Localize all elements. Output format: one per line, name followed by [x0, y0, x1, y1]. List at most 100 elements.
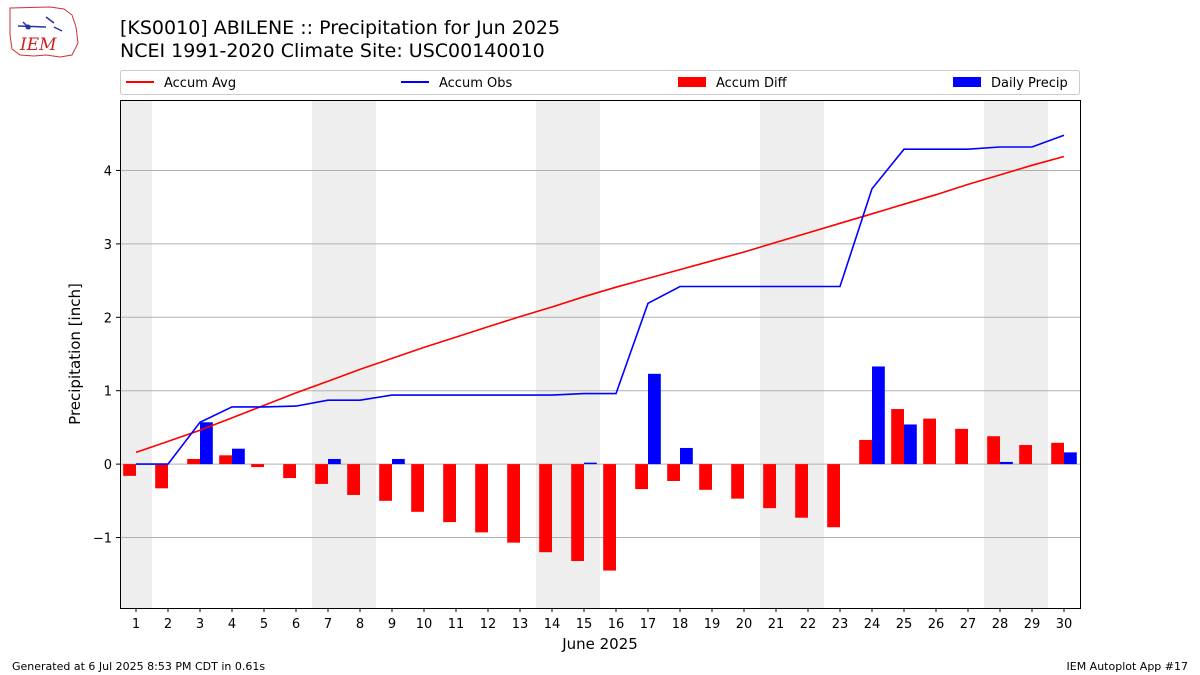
- daily-precip-bar-day-30: [1064, 452, 1077, 465]
- y-tick-label-4: 4: [104, 164, 112, 179]
- y-axis-label: Precipitation [inch]: [66, 283, 84, 425]
- daily-precip-bar-day-9: [392, 458, 405, 465]
- x-tick-label-27: 27: [960, 617, 977, 632]
- daily-precip-bar-day-17: [648, 373, 661, 465]
- y-axis-ticks: −1 0 1 2 3 4: [93, 164, 120, 547]
- accum-diff-bar-day-23: [827, 464, 840, 528]
- x-tick-label-18: 18: [672, 617, 689, 632]
- x-tick-label-22: 22: [800, 617, 817, 632]
- accum-diff-bar-day-18: [667, 464, 680, 481]
- daily-precip-bar-day-18: [680, 447, 693, 465]
- x-tick-label-23: 23: [832, 617, 849, 632]
- accum-diff-bar-day-7: [315, 464, 328, 484]
- accum-diff-bar-day-12: [475, 464, 488, 533]
- daily-precip-bar-day-4: [232, 448, 245, 465]
- x-tick-label-13: 13: [512, 617, 529, 632]
- y-tick-label-0: 0: [104, 458, 112, 473]
- accum-diff-bar-day-6: [283, 464, 296, 479]
- y-gridlines: [120, 169, 1080, 539]
- y-tick-label-2: 2: [104, 311, 112, 326]
- x-tick-label-14: 14: [544, 617, 561, 632]
- y-tick-label-3: 3: [104, 238, 112, 253]
- x-tick-label-30: 30: [1056, 617, 1073, 632]
- accum-diff-bar-day-15: [571, 464, 584, 562]
- daily-precip-bar-day-15: [584, 462, 597, 465]
- accum-diff-bar-day-9: [379, 464, 392, 501]
- x-tick-label-15: 15: [576, 617, 593, 632]
- x-tick-label-7: 7: [324, 617, 332, 632]
- weekend-shade-day-22: [792, 100, 824, 608]
- daily-precip-bar-day-7: [328, 458, 341, 465]
- accum-diff-bar-day-14: [539, 464, 552, 553]
- accum-diff-bar-day-13: [507, 464, 520, 543]
- y-tick-label-1: 1: [104, 385, 112, 400]
- daily-precip-bar-day-25: [904, 424, 917, 465]
- x-tick-label-19: 19: [704, 617, 721, 632]
- x-tick-label-29: 29: [1024, 617, 1041, 632]
- accum-diff-bar-day-24: [859, 439, 872, 465]
- plot-frame: [120, 100, 1081, 609]
- accum-obs-line: [136, 134, 1065, 465]
- x-tick-label-26: 26: [928, 617, 945, 632]
- x-tick-label-4: 4: [228, 617, 236, 632]
- accum-avg-line: [135, 155, 1065, 454]
- accum-diff-bar-day-26: [923, 418, 936, 465]
- x-tick-label-1: 1: [132, 617, 140, 632]
- x-tick-label-9: 9: [388, 617, 396, 632]
- accum-diff-bar-day-10: [411, 464, 424, 512]
- accum-diff-bar-day-3: [187, 458, 200, 465]
- daily-precip-bar-day-24: [872, 366, 885, 465]
- x-tick-label-16: 16: [608, 617, 625, 632]
- x-tick-label-28: 28: [992, 617, 1009, 632]
- accum-diff-bar-day-1: [123, 464, 136, 476]
- app-credit: IEM Autoplot App #17: [1066, 660, 1189, 673]
- x-tick-label-10: 10: [416, 617, 433, 632]
- x-tick-label-6: 6: [292, 617, 300, 632]
- accum-diff-bar-day-4: [219, 455, 232, 465]
- daily-precip-bar-day-3: [200, 422, 213, 465]
- accum-diff-bar-day-27: [955, 428, 968, 465]
- x-tick-label-11: 11: [448, 617, 465, 632]
- weekend-shade-day-29: [1016, 100, 1048, 608]
- accum-diff-bar-day-17: [635, 464, 648, 490]
- weekend-shade-day-7: [312, 100, 344, 608]
- weekend-shade-day-28: [984, 100, 1016, 608]
- x-tick-label-8: 8: [356, 617, 364, 632]
- logo-text: IEM: [19, 35, 57, 55]
- accum-diff-bar-day-5: [251, 464, 264, 468]
- x-tick-label-2: 2: [164, 617, 172, 632]
- generated-timestamp: Generated at 6 Jul 2025 8:53 PM CDT in 0…: [12, 660, 266, 673]
- x-axis-label: June 2025: [561, 635, 638, 653]
- weekend-shade-day-1: [120, 100, 152, 608]
- legend-swatch-accum-diff: [678, 77, 706, 87]
- x-tick-label-25: 25: [896, 617, 913, 632]
- accum-diff-bar-day-2: [155, 464, 168, 489]
- legend-label-accum-diff: Accum Diff: [716, 76, 788, 91]
- legend-label-daily-precip: Daily Precip: [991, 76, 1068, 91]
- legend-label-accum-avg: Accum Avg: [164, 76, 236, 91]
- x-tick-label-3: 3: [196, 617, 204, 632]
- legend-swatch-daily-precip: [953, 77, 981, 87]
- accum-diff-bar-day-22: [795, 464, 808, 518]
- chart-subtitle: NCEI 1991-2020 Climate Site: USC00140010: [120, 40, 545, 62]
- accum-diff-bar-day-30: [1051, 442, 1064, 465]
- accum-diff-bar-day-8: [347, 464, 360, 495]
- x-tick-label-20: 20: [736, 617, 753, 632]
- accum-diff-bar-day-25: [891, 409, 904, 465]
- x-axis-ticks: 1 2 3 4 5 6 7 8 9 10 11 12 13 14 15 16 17 18 19 20 21 22 23 24 2…: [132, 608, 1072, 632]
- x-tick-label-24: 24: [864, 617, 881, 632]
- legend-box: [120, 70, 1080, 95]
- chart-title: [KS0010] ABILENE :: Precipitation for Ju…: [120, 17, 561, 39]
- x-tick-label-17: 17: [640, 617, 657, 632]
- accum-diff-bar-day-28: [987, 436, 1000, 465]
- x-tick-label-5: 5: [260, 617, 268, 632]
- accum-diff-bar-day-16: [603, 464, 616, 571]
- iem-logo: IEM: [9, 6, 79, 58]
- accum-diff-bar-day-21: [763, 464, 776, 509]
- x-tick-label-21: 21: [768, 617, 785, 632]
- bar-series: [123, 366, 1077, 571]
- accum-diff-bar-day-20: [731, 464, 744, 499]
- legend: Accum Avg Accum Obs Accum Diff Daily Precip: [120, 70, 1080, 95]
- line-series: [135, 134, 1065, 465]
